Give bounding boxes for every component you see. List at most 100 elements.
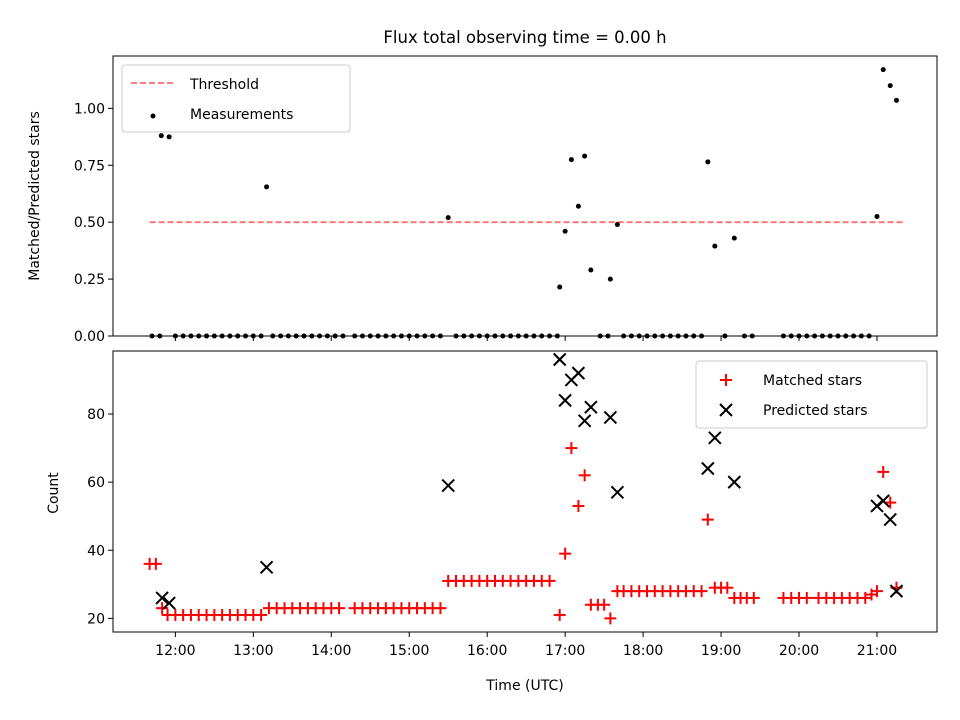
- measurement-point: [557, 284, 563, 290]
- measurement-point: [705, 159, 711, 165]
- predicted-star-point: [552, 352, 567, 367]
- predicted-star-point: [883, 512, 897, 527]
- bottom-axes-frame: [112, 350, 938, 633]
- measurement-point: [588, 267, 594, 273]
- bottom-plot-marks: [143, 352, 904, 625]
- x-tick-label: 16:00: [467, 643, 507, 659]
- matched-star-point: [721, 581, 734, 594]
- x-tick-label: 18:00: [623, 643, 663, 659]
- matched-star-point: [434, 602, 447, 615]
- x-tick-label: 14:00: [311, 643, 351, 659]
- x-tick-label: 13:00: [233, 643, 273, 659]
- legend-measurements-swatch: [150, 113, 156, 119]
- matched-star-point: [604, 612, 617, 625]
- measurement-point: [880, 67, 886, 73]
- measurement-point: [887, 83, 893, 89]
- predicted-star-point: [558, 393, 572, 408]
- predicted-star-point: [610, 485, 625, 500]
- predicted-star-point: [708, 431, 722, 445]
- predicted-star-point: [162, 596, 176, 610]
- bottom-y-tick-label: 40: [87, 543, 105, 559]
- matched-star-point: [572, 499, 585, 512]
- top-panel: Flux total observing time = 0.00 h 0.000…: [27, 28, 938, 345]
- top-y-tick-label: 0.25: [74, 272, 105, 288]
- top-y-ticks: 0.00 0.25 0.50 0.75 1.00: [74, 101, 113, 345]
- bottom-legend-box: [695, 360, 928, 429]
- x-tick-label: 21:00: [857, 643, 897, 659]
- top-y-tick-label: 0.00: [74, 329, 105, 345]
- measurement-point: [158, 133, 164, 139]
- bottom-legend: Matched stars Predicted stars: [695, 360, 928, 429]
- matched-star-point: [156, 602, 169, 615]
- legend-matched-swatch: [720, 374, 732, 386]
- top-y-axis-label: Matched/Predicted stars: [27, 111, 43, 281]
- x-tick-label: 15:00: [389, 643, 429, 659]
- matched-star-point: [800, 591, 813, 604]
- legend-predicted-swatch: [719, 403, 733, 417]
- top-y-tick-label: 1.00: [74, 101, 105, 117]
- predicted-star-point: [876, 494, 890, 508]
- bottom-y-ticks: 20 40 60 80: [87, 407, 113, 627]
- matched-star-point: [747, 591, 760, 604]
- measurement-point: [445, 215, 451, 221]
- measurement-point: [893, 97, 899, 103]
- bottom-y-tick-label: 60: [87, 475, 105, 491]
- top-legend: Threshold Measurements: [121, 64, 351, 133]
- measurement-point: [562, 228, 568, 234]
- legend-predicted-label: Predicted stars: [763, 403, 868, 419]
- matched-star-point: [333, 602, 346, 615]
- predicted-star-point: [259, 560, 274, 574]
- matched-star-point: [543, 574, 556, 587]
- predicted-star-point: [603, 410, 618, 425]
- top-legend-box: [121, 64, 351, 133]
- legend-threshold-label: Threshold: [189, 77, 259, 93]
- measurement-point: [607, 276, 613, 282]
- chart-title: Flux total observing time = 0.00 h: [383, 28, 666, 47]
- predicted-star-point: [584, 400, 598, 414]
- matched-star-point: [877, 465, 890, 478]
- matched-star-point: [255, 608, 268, 621]
- bottom-y-axis-label: Count: [46, 472, 62, 514]
- predicted-star-point: [727, 475, 742, 489]
- predicted-star-point: [701, 461, 715, 476]
- x-tick-label: 20:00: [779, 643, 819, 659]
- x-tick-label: 17:00: [545, 643, 585, 659]
- measurement-point: [166, 134, 172, 140]
- matched-star-point: [695, 585, 708, 598]
- matched-star-point: [565, 442, 578, 455]
- matched-star-point: [859, 591, 872, 604]
- matched-star-point: [559, 547, 572, 560]
- measurement-point: [874, 213, 880, 219]
- bottom-x-ticks: 12:00 13:00 14:00 15:00 16:00 17:00 18:00 19:00…: [155, 632, 897, 659]
- matched-star-point: [701, 513, 714, 526]
- matched-star-point: [598, 598, 611, 611]
- measurement-point: [712, 243, 718, 249]
- measurement-point: [264, 184, 270, 190]
- matched-star-point: [578, 469, 591, 482]
- measurement-point: [582, 153, 588, 159]
- x-axis-label: Time (UTC): [485, 678, 563, 694]
- top-x-ticks: [174, 336, 878, 341]
- predicted-star-point: [155, 591, 169, 605]
- top-axes-frame: [112, 55, 938, 337]
- predicted-star-point: [889, 584, 904, 598]
- legend-measurements-label: Measurements: [190, 107, 293, 123]
- top-y-tick-label: 0.50: [74, 215, 105, 231]
- legend-matched-label: Matched stars: [763, 373, 862, 389]
- x-tick-label: 19:00: [701, 643, 741, 659]
- bottom-y-tick-label: 20: [87, 611, 105, 627]
- predicted-star-point: [577, 414, 592, 428]
- measurement-point: [568, 157, 574, 163]
- matched-star-point: [553, 608, 566, 621]
- measurement-point: [575, 203, 581, 209]
- bottom-y-tick-label: 80: [87, 407, 105, 423]
- predicted-star-point: [441, 478, 455, 493]
- predicted-star-point: [571, 366, 586, 380]
- x-tick-label: 12:00: [155, 643, 195, 659]
- measurement-point: [614, 221, 620, 227]
- top-y-tick-label: 0.75: [74, 158, 105, 174]
- matched-star-point: [149, 557, 162, 570]
- measurement-point: [731, 235, 737, 241]
